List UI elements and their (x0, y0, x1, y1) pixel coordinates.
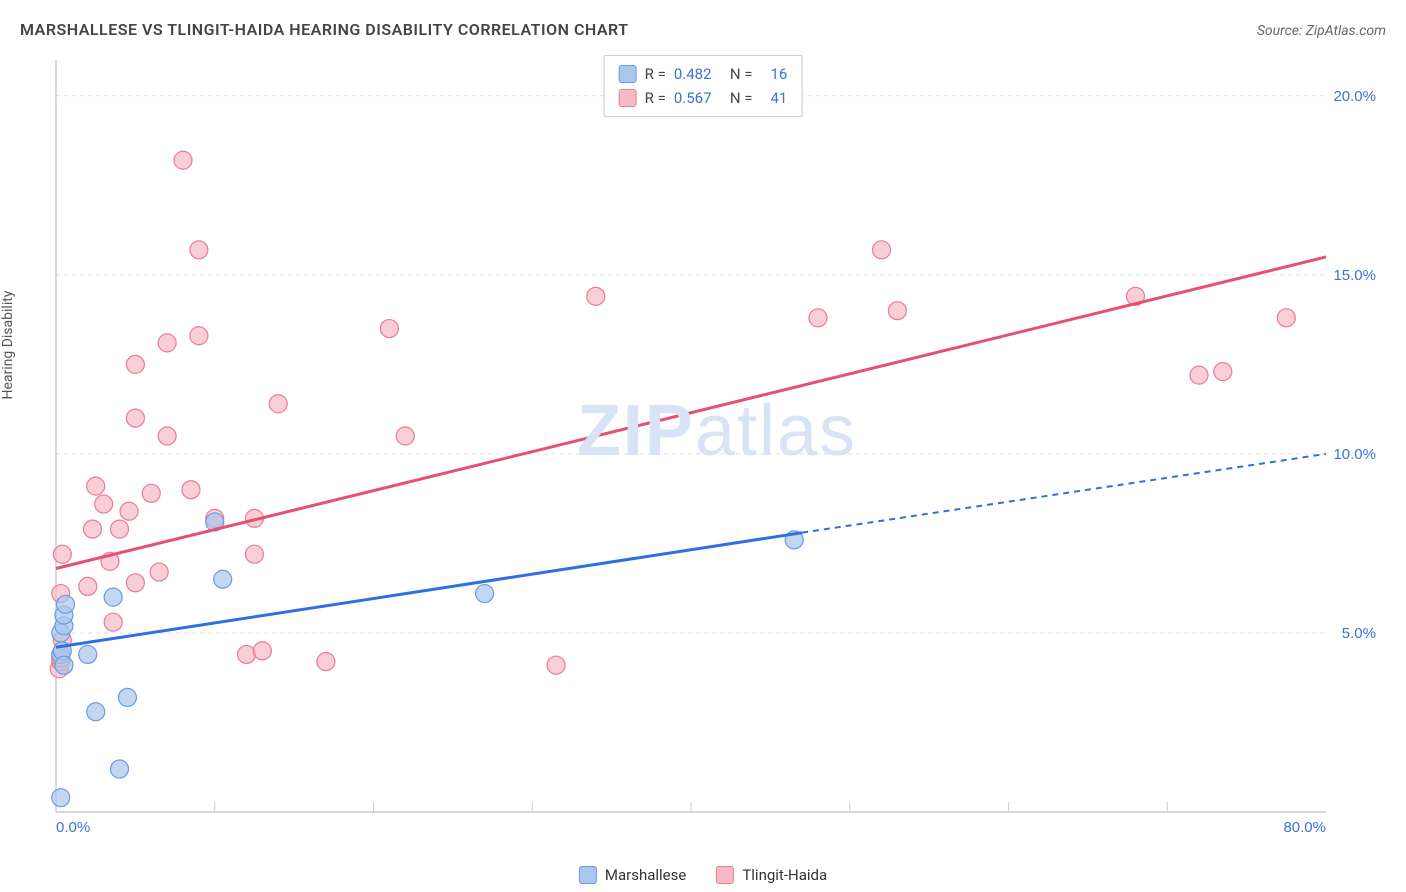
stats-row-1: R = 0.567 N = 41 (619, 86, 788, 110)
stats-swatch-1 (619, 89, 637, 107)
chart-source: Source: ZipAtlas.com (1257, 23, 1386, 39)
series-legend: Marshallese Tlingit-Haida (571, 864, 835, 886)
legend-item-0: Marshallese (579, 866, 686, 884)
source-value: ZipAtlas.com (1306, 23, 1386, 39)
legend-item-1: Tlingit-Haida (716, 866, 827, 884)
svg-text:20.0%: 20.0% (1333, 88, 1376, 105)
y-axis-label: Hearing Disability (0, 291, 16, 400)
stat-n-1: 41 (770, 86, 787, 110)
legend-label-1: Tlingit-Haida (742, 866, 827, 884)
stat-n-label: N = (730, 62, 753, 86)
svg-text:80.0%: 80.0% (1283, 819, 1326, 836)
stat-r-1: 0.567 (674, 86, 722, 110)
stat-r-label: R = (645, 62, 666, 86)
svg-text:0.0%: 0.0% (56, 819, 90, 836)
chart-svg: 0.0% 80.0% 5.0% 10.0% 15.0% 20.0% (48, 52, 1386, 842)
stats-row-0: R = 0.482 N = 16 (619, 62, 788, 86)
svg-text:15.0%: 15.0% (1333, 267, 1376, 284)
stat-r-0: 0.482 (674, 62, 722, 86)
legend-swatch-1 (716, 866, 734, 884)
chart-header: MARSHALLESE VS TLINGIT-HAIDA HEARING DIS… (20, 20, 1386, 39)
source-label: Source: (1257, 23, 1302, 39)
stat-n-label: N = (730, 86, 753, 110)
stats-swatch-0 (619, 65, 637, 83)
stat-r-label: R = (645, 86, 666, 110)
svg-text:5.0%: 5.0% (1342, 625, 1376, 642)
chart-title: MARSHALLESE VS TLINGIT-HAIDA HEARING DIS… (20, 20, 629, 39)
plot-area: 0.0%80.0%5.0%10.0%15.0%20.0% ZIPatlas (48, 52, 1386, 842)
stats-legend: R = 0.482 N = 16 R = 0.567 N = 41 (604, 55, 803, 117)
legend-label-0: Marshallese (605, 866, 686, 884)
svg-text:10.0%: 10.0% (1333, 446, 1376, 463)
stat-n-0: 16 (770, 62, 787, 86)
legend-swatch-0 (579, 866, 597, 884)
